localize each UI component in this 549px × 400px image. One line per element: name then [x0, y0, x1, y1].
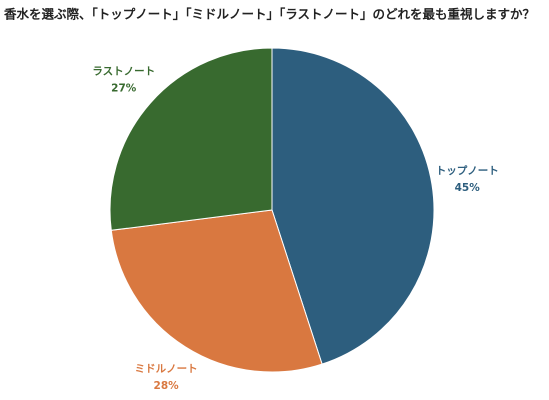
value-label: 27% — [111, 82, 137, 94]
pie-slice — [271, 47, 435, 365]
slice-label: トップノート — [436, 164, 499, 177]
pie-slice — [109, 47, 273, 231]
value-label: 45% — [455, 182, 481, 194]
value-label: 28% — [154, 380, 180, 392]
pie-slice — [110, 209, 323, 373]
slice-label: ミドルノート — [135, 363, 198, 375]
chart-title: 香水を選ぶ際、「トップノート」「ミドルノート」「ラストノート」のどれを最も重視し… — [3, 7, 535, 22]
slice-label: ラストノート — [92, 65, 155, 77]
